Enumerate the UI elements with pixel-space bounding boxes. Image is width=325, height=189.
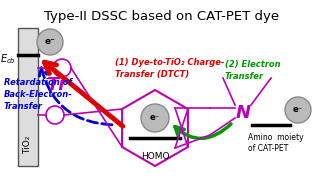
- Text: (1) Dye-to-TiO₂ Charge-
Transfer (DTCT): (1) Dye-to-TiO₂ Charge- Transfer (DTCT): [115, 58, 224, 79]
- Circle shape: [141, 104, 169, 132]
- Circle shape: [46, 106, 64, 124]
- Bar: [18, 28, 38, 166]
- Circle shape: [37, 29, 63, 55]
- Text: (2) Electron
Transfer: (2) Electron Transfer: [225, 60, 280, 81]
- Text: e⁻: e⁻: [150, 114, 160, 122]
- Polygon shape: [122, 90, 188, 166]
- Text: Amino  moiety
of CAT-PET: Amino moiety of CAT-PET: [248, 133, 304, 153]
- Text: Ti: Ti: [46, 76, 64, 94]
- Text: HOMO: HOMO: [141, 152, 169, 161]
- Text: Retardation of
Back-Electron-
Transfer: Retardation of Back-Electron- Transfer: [4, 78, 73, 111]
- FancyArrowPatch shape: [39, 68, 115, 125]
- Text: e⁻: e⁻: [45, 37, 56, 46]
- Circle shape: [53, 59, 71, 77]
- Circle shape: [285, 97, 311, 123]
- Text: $E_{cb}$: $E_{cb}$: [0, 52, 16, 66]
- Text: N: N: [235, 104, 251, 122]
- Text: Type-II DSSC based on CAT-PET dye: Type-II DSSC based on CAT-PET dye: [45, 10, 280, 23]
- Text: TiO₂: TiO₂: [23, 136, 32, 154]
- FancyArrowPatch shape: [175, 124, 231, 139]
- Text: e⁻: e⁻: [293, 105, 303, 115]
